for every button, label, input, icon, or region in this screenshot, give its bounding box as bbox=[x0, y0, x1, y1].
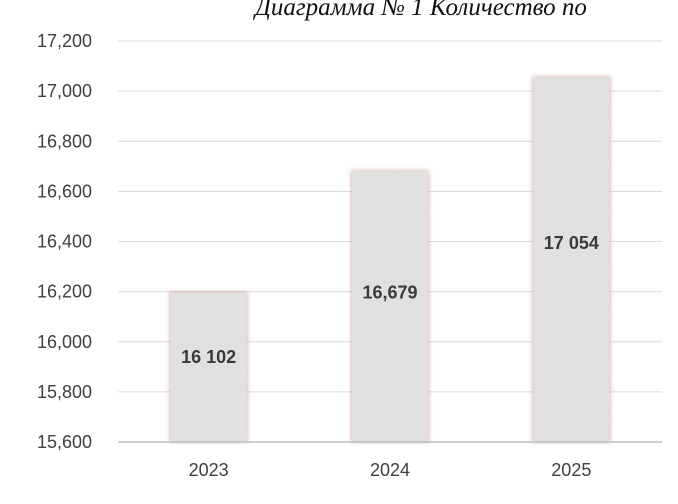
data-label: 17 054 bbox=[544, 233, 599, 253]
y-tick-label: 16,600 bbox=[37, 181, 92, 201]
y-tick-label: 17,000 bbox=[37, 81, 92, 101]
bar bbox=[352, 171, 428, 442]
x-tick-label: 2024 bbox=[370, 460, 410, 480]
bar-group bbox=[532, 76, 611, 442]
bars bbox=[169, 76, 611, 442]
x-tick-label: 2025 bbox=[551, 460, 591, 480]
y-tick-label: 17,200 bbox=[37, 31, 92, 51]
y-tick-label: 16,200 bbox=[37, 282, 92, 302]
bar-group bbox=[351, 170, 429, 442]
y-tick-label: 15,800 bbox=[37, 382, 92, 402]
bar-group bbox=[169, 291, 248, 442]
y-axis-ticks: 15,600 15,800 16,000 16,200 16,400 16,600 16,8… bbox=[37, 31, 92, 452]
y-tick-label: 16,000 bbox=[37, 332, 92, 352]
x-tick-label: 2023 bbox=[189, 460, 229, 480]
data-label: 16 102 bbox=[181, 347, 236, 367]
y-tick-label: 16,800 bbox=[37, 131, 92, 151]
y-tick-label: 16,400 bbox=[37, 232, 92, 252]
data-labels: 16 102 16,679 17 054 bbox=[181, 233, 599, 367]
x-axis-categories: 2023 2024 2025 bbox=[189, 460, 592, 480]
bar bbox=[170, 292, 247, 442]
y-tick-label: 15,600 bbox=[37, 432, 92, 452]
data-label: 16,679 bbox=[362, 283, 417, 303]
chart-title: Диаграмма № 1 Количество по bbox=[255, 0, 587, 21]
bar bbox=[533, 77, 610, 442]
